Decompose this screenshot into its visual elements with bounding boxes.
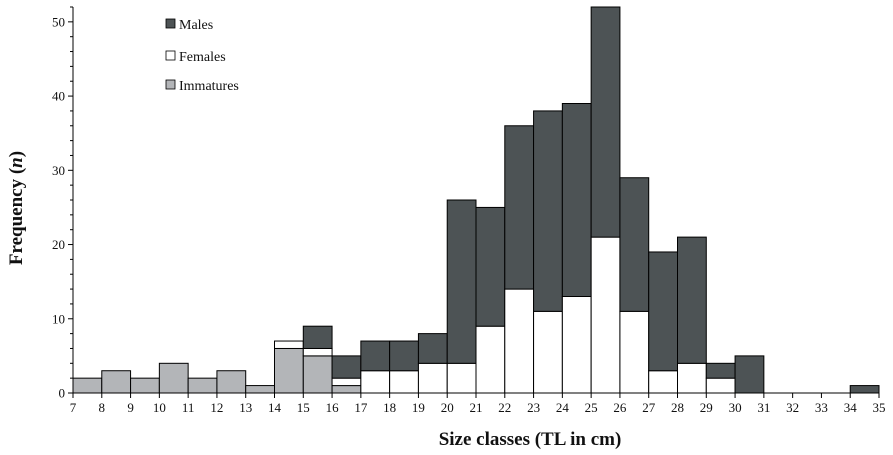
x-tick-label-24: 24 [556, 400, 570, 415]
x-tick-label-32: 32 [786, 400, 799, 415]
bar-immatures-9 [130, 377, 160, 394]
x-tick-label-25: 25 [585, 400, 598, 415]
bar-females-27 [648, 370, 679, 394]
x-tick-label-17: 17 [354, 400, 368, 415]
bar-immatures-12 [216, 370, 247, 394]
x-tick-label-22: 22 [498, 400, 511, 415]
y-tick-label-30: 30 [52, 163, 65, 178]
bar-males-20 [446, 199, 477, 364]
x-tick-label-26: 26 [613, 400, 627, 415]
x-tick-label-30: 30 [729, 400, 742, 415]
y-tick-label-10: 10 [52, 311, 65, 326]
x-tick-label-29: 29 [700, 400, 713, 415]
bar-males-17 [360, 340, 391, 372]
x-tick-label-21: 21 [470, 400, 483, 415]
bar-males-23 [533, 110, 563, 312]
bar-males-26 [619, 177, 650, 312]
legend: Males Females Immatures [165, 18, 239, 94]
x-tick-label-34: 34 [844, 400, 858, 415]
bar-females-29 [705, 377, 736, 394]
bar-females-26 [619, 310, 650, 394]
bar-males-15 [302, 325, 333, 349]
legend-swatch-females [165, 50, 176, 61]
y-axis-title: Frequency (n) [6, 151, 27, 265]
bar-males-34 [849, 385, 880, 394]
x-tick-label-14: 14 [268, 400, 282, 415]
x-tick-label-16: 16 [326, 400, 340, 415]
bar-males-29 [705, 362, 736, 379]
bar-males-19 [417, 333, 448, 364]
bar-females-16 [331, 377, 362, 387]
bar-immatures-16 [331, 385, 362, 394]
x-tick-label-10: 10 [153, 400, 166, 415]
x-tick-label-23: 23 [527, 400, 540, 415]
x-tick-label-35: 35 [873, 400, 886, 415]
bar-females-25 [590, 236, 621, 394]
bar-males-28 [677, 236, 707, 364]
bar-immatures-7 [72, 377, 103, 394]
x-tick-label-11: 11 [182, 400, 195, 415]
x-tick-label-12: 12 [210, 400, 223, 415]
bar-males-21 [475, 206, 506, 327]
bar-males-18 [389, 340, 419, 372]
bar-immatures-15 [302, 355, 333, 394]
x-tick-label-8: 8 [99, 400, 106, 415]
bar-females-21 [475, 325, 506, 394]
bar-females-19 [417, 362, 448, 394]
y-tick-label-50: 50 [52, 14, 65, 29]
bar-immatures-11 [187, 377, 218, 394]
bar-females-20 [446, 362, 477, 394]
bar-males-22 [504, 125, 535, 290]
x-tick-label-31: 31 [757, 400, 770, 415]
y-tick-label-0: 0 [59, 386, 66, 401]
bar-females-14 [274, 340, 304, 349]
x-tick-labels: 7 8 9 10 11 12 13 14 15 16 17 18 19 20 21 22 23 24 25 26 27 2… [70, 400, 886, 415]
bar-immatures-14 [274, 347, 304, 394]
y-tick-label-40: 40 [52, 89, 65, 104]
legend-label-immatures: Immatures [179, 79, 239, 94]
bar-females-18 [389, 370, 419, 394]
bar-males-30 [734, 355, 765, 394]
bar-females-17 [360, 370, 391, 394]
legend-swatch-immatures [165, 79, 176, 90]
bar-females-15 [302, 347, 333, 357]
x-tick-label-20: 20 [441, 400, 454, 415]
y-tick-label-20: 20 [52, 237, 65, 252]
x-tick-label-28: 28 [671, 400, 684, 415]
x-tick-label-9: 9 [127, 400, 134, 415]
x-axis-title: Size classes (TL in cm) [439, 429, 622, 450]
legend-swatch-males [165, 18, 176, 29]
x-tick-label-19: 19 [412, 400, 425, 415]
y-axis-title-main: Frequency ( [6, 168, 27, 265]
bar-females-23 [533, 310, 563, 394]
bar-females-24 [561, 296, 592, 394]
bar-males-16 [331, 355, 362, 379]
y-axis-title-italic: n [6, 157, 27, 168]
x-tick-label-27: 27 [642, 400, 656, 415]
legend-label-males: Males [179, 18, 213, 33]
bar-immatures-13 [245, 385, 275, 394]
bar-immatures-8 [101, 370, 132, 394]
y-tick-labels: 0 10 20 30 40 50 [52, 14, 65, 400]
bar-immatures-10 [158, 362, 189, 394]
legend-label-females: Females [179, 50, 226, 65]
bar-males-24 [561, 103, 592, 297]
x-tick-label-33: 33 [815, 400, 828, 415]
bar-males-25 [590, 6, 621, 238]
x-tick-label-13: 13 [239, 400, 252, 415]
bar-females-22 [504, 288, 535, 394]
x-tick-label-18: 18 [383, 400, 396, 415]
x-tick-label-15: 15 [297, 400, 310, 415]
bar-females-28 [677, 362, 707, 394]
bar-males-27 [648, 251, 679, 372]
x-tick-label-7: 7 [70, 400, 77, 415]
y-axis-title-end: ) [6, 151, 27, 157]
axes-layer [68, 6, 880, 398]
